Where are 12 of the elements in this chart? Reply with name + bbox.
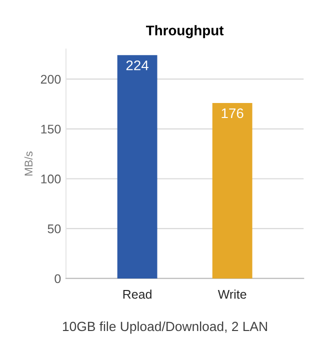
y-axis-title: MB/s xyxy=(24,152,33,176)
y-tick-label: 0 xyxy=(54,274,61,284)
y-tick-label: 200 xyxy=(40,74,61,84)
data-label: 176 xyxy=(222,108,244,118)
y-tick-label: 150 xyxy=(41,124,61,134)
x-tick-label: Read xyxy=(123,290,152,299)
x-tick-label: Write xyxy=(218,290,246,299)
y-tick-label: 50 xyxy=(48,224,61,234)
text: 10GB file Upload/Download, 2 LAN xyxy=(62,321,267,334)
data-label: 224 xyxy=(126,60,148,70)
y-tick-label: 100 xyxy=(41,174,61,184)
chart-title: Throughput xyxy=(146,25,224,38)
